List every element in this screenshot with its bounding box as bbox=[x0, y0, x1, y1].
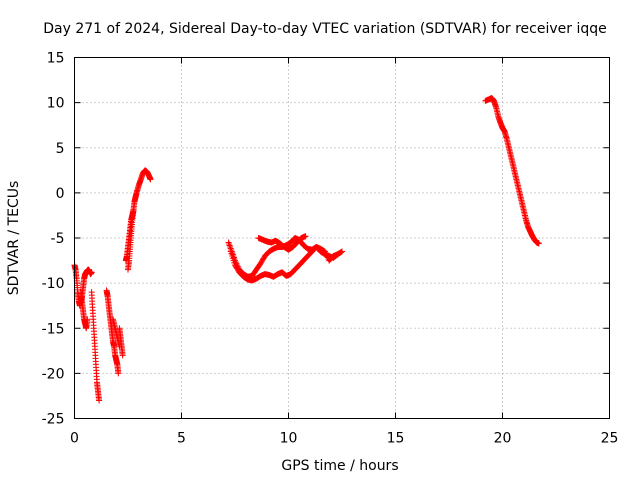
data-point bbox=[147, 176, 154, 183]
data-point bbox=[115, 370, 122, 377]
data-point bbox=[334, 251, 341, 258]
grid-lines bbox=[74, 57, 610, 419]
y-tick-label: -10 bbox=[42, 276, 65, 292]
y-tick-label: 5 bbox=[56, 141, 65, 157]
x-tick-label: 5 bbox=[177, 431, 186, 447]
data-point bbox=[88, 269, 95, 276]
y-tick-label: -15 bbox=[42, 321, 65, 337]
y-axis-title: SDTVAR / TECUs bbox=[6, 181, 22, 296]
y-tick-label: 0 bbox=[56, 186, 65, 202]
axis-ticks: 0 5 10 15 20 25 -25 -20 -15 -10 -5 0 5 10 15 bbox=[42, 51, 619, 447]
plot-frame bbox=[74, 57, 610, 419]
data-point bbox=[84, 316, 91, 323]
y-tick-label: -20 bbox=[42, 366, 65, 382]
y-tick-label: -25 bbox=[42, 412, 65, 428]
data-point bbox=[535, 240, 542, 247]
data-point bbox=[339, 248, 345, 255]
x-tick-label: 0 bbox=[70, 431, 79, 447]
x-tick-label: 10 bbox=[280, 431, 298, 447]
y-tick-label: 15 bbox=[47, 51, 65, 67]
data-point bbox=[96, 397, 103, 404]
x-tick-label: 15 bbox=[387, 431, 405, 447]
y-tick-label: 10 bbox=[47, 96, 65, 112]
chart-title: Day 271 of 2024, Sidereal Day-to-day VTE… bbox=[43, 21, 607, 37]
x-tick-label: 20 bbox=[494, 431, 512, 447]
data-point bbox=[119, 352, 126, 359]
x-tick-label: 25 bbox=[601, 431, 619, 447]
x-axis-title: GPS time / hours bbox=[281, 458, 398, 474]
y-tick-label: -5 bbox=[51, 231, 65, 247]
data-points bbox=[71, 95, 542, 404]
data-point bbox=[302, 233, 309, 240]
